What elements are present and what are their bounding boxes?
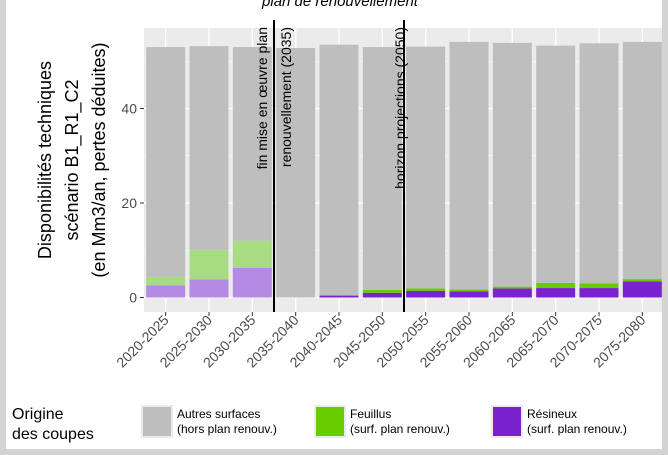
legend-swatch-r-sineux xyxy=(493,407,521,436)
y-axis-label-line-2: scénario B1_R1_C2 xyxy=(62,79,83,240)
bar-r-sineux-2060-2065 xyxy=(492,288,532,298)
bar-feuillus-2060-2065 xyxy=(492,286,532,289)
bar-autres-surfaces-2065-2070 xyxy=(536,45,576,283)
y-tick-label: 0 xyxy=(129,290,137,306)
bar-r-sineux-2025-2030 xyxy=(189,279,229,298)
bar-r-sineux-2075-2080 xyxy=(622,281,662,298)
bar-autres-surfaces-2055-2060 xyxy=(449,41,489,290)
bar-autres-surfaces-2040-2045 xyxy=(319,44,359,296)
bar-r-sineux-2050-2055 xyxy=(406,290,446,298)
annotation-text: horizon projections (2050) xyxy=(392,27,408,189)
bar-r-sineux-2020-2025 xyxy=(146,285,186,298)
bar-feuillus-2075-2080 xyxy=(622,279,662,282)
bar-feuillus-2045-2050 xyxy=(362,289,402,293)
bar-feuillus-2055-2060 xyxy=(449,289,489,292)
y-axis-label: Disponibilités techniques scénario B1_R1… xyxy=(35,42,109,277)
bar-feuillus-2040-2045 xyxy=(319,295,359,296)
bar-autres-surfaces-2070-2075 xyxy=(579,43,619,284)
legend-sublabel: (surf. plan renouv.) xyxy=(350,422,450,436)
legend-label: Résineux xyxy=(527,407,577,421)
legend-title-line-1: Origine xyxy=(12,406,64,423)
legend-swatch-feuillus xyxy=(316,407,344,436)
bar-autres-surfaces-2025-2030 xyxy=(189,46,229,250)
annotation-text: fin mise en œuvre plan xyxy=(254,27,270,169)
bar-autres-surfaces-2045-2050 xyxy=(362,47,402,290)
legend-label: Autres surfaces xyxy=(177,407,260,421)
bars xyxy=(146,41,662,298)
legend-title-line-2: des coupes xyxy=(12,426,94,443)
bar-feuillus-2030-2035 xyxy=(232,240,272,268)
bar-r-sineux-2040-2045 xyxy=(319,295,359,298)
chart-title: plan de renouvellement xyxy=(261,0,419,10)
bar-feuillus-2020-2025 xyxy=(146,276,186,286)
bar-autres-surfaces-2020-2025 xyxy=(146,47,186,277)
bar-autres-surfaces-2050-2055 xyxy=(406,46,446,289)
chart-frame: plan de renouvellement Disponibilités te… xyxy=(6,0,662,449)
legend: Origine des coupes Autres surfaces(hors … xyxy=(12,405,627,443)
bar-r-sineux-2070-2075 xyxy=(579,288,619,298)
annotations: fin mise en œuvre plan renouvellement (20… xyxy=(254,20,408,312)
chart-svg: plan de renouvellement Disponibilités te… xyxy=(12,0,662,443)
bar-autres-surfaces-2030-2035 xyxy=(232,47,272,241)
legend-label: Feuillus xyxy=(350,407,391,421)
bar-autres-surfaces-2060-2065 xyxy=(492,42,532,287)
bar-autres-surfaces-2075-2080 xyxy=(622,41,662,280)
legend-sublabel: (hors plan renouv.) xyxy=(177,422,277,436)
y-tick-label: 20 xyxy=(121,195,137,211)
bar-feuillus-2065-2070 xyxy=(536,282,576,289)
bar-feuillus-2050-2055 xyxy=(406,288,446,291)
y-axis-ticks: 0 20 40 xyxy=(121,101,144,306)
bar-r-sineux-2065-2070 xyxy=(536,288,576,298)
legend-sublabel: (surf. plan renouv.) xyxy=(527,422,627,436)
y-axis-label-line-1: Disponibilités techniques xyxy=(35,61,55,259)
bar-feuillus-2070-2075 xyxy=(579,283,619,289)
annotation-text: renouvellement (2035) xyxy=(278,27,294,167)
y-tick-label: 40 xyxy=(121,101,137,117)
bar-r-sineux-2055-2060 xyxy=(449,291,489,298)
legend-swatch-autres-surfaces xyxy=(143,407,171,436)
x-axis-ticks: 2020-20252025-20302030-20352035-20402040… xyxy=(113,312,648,371)
bar-r-sineux-2030-2035 xyxy=(232,267,272,298)
bar-r-sineux-2045-2050 xyxy=(362,292,402,298)
bar-feuillus-2025-2030 xyxy=(189,249,229,280)
y-axis-label-line-3: (en Mm3/an, pertes déduites) xyxy=(89,42,109,277)
bar-autres-surfaces-2035-2040 xyxy=(276,48,316,298)
